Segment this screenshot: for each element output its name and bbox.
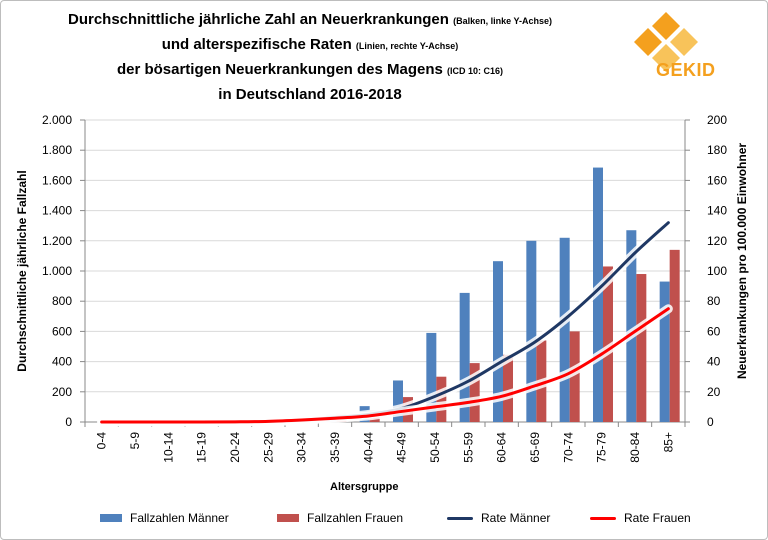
legend-item-women-rate: Rate Frauen bbox=[590, 511, 691, 525]
bar-women bbox=[636, 274, 647, 422]
x-tick-label: 50-54 bbox=[428, 432, 442, 463]
legend-item-men-rate: Rate Männer bbox=[447, 511, 550, 525]
bar-men bbox=[626, 230, 637, 422]
y-tick-label-right: 160 bbox=[707, 173, 727, 187]
x-tick-label: 25-29 bbox=[261, 432, 275, 463]
title-line-2: und alterspezifische Raten (Linien, rech… bbox=[161, 36, 459, 53]
x-tick-label: 45-49 bbox=[395, 432, 409, 463]
x-tick-label: 85+ bbox=[661, 432, 675, 452]
y-tick-label-left: 1.000 bbox=[42, 264, 72, 278]
x-tick-label: 0-4 bbox=[95, 432, 109, 450]
x-axis-title: Altersgruppe bbox=[330, 481, 399, 493]
y-tick-label-right: 0 bbox=[707, 415, 714, 429]
y-tick-label-left: 600 bbox=[52, 324, 72, 338]
x-tick-label: 60-64 bbox=[495, 432, 509, 463]
x-tick-label: 65-69 bbox=[528, 432, 542, 463]
y-axis-left-title: Durchschnittliche jährliche Fallzahl bbox=[15, 170, 29, 372]
bar-women bbox=[603, 266, 613, 422]
y-tick-label-right: 20 bbox=[707, 385, 721, 399]
y-tick-label-right: 60 bbox=[707, 324, 721, 338]
x-tick-label: 10-14 bbox=[161, 432, 175, 463]
y-tick-label-left: 1.600 bbox=[42, 173, 72, 187]
x-tick-label: 75-79 bbox=[595, 432, 609, 463]
bar-men bbox=[493, 261, 503, 422]
y-tick-label-right: 80 bbox=[707, 294, 721, 308]
y-tick-label-right: 200 bbox=[707, 113, 727, 127]
legend-item-men-bars: Fallzahlen Männer bbox=[100, 511, 229, 525]
logo-text: GEKID bbox=[656, 60, 716, 80]
x-tick-label: 15-19 bbox=[195, 432, 209, 463]
x-tick-label: 80-84 bbox=[628, 432, 642, 463]
x-tick-label: 70-74 bbox=[561, 432, 575, 463]
x-tick-label: 30-34 bbox=[295, 432, 309, 463]
bar-men bbox=[559, 237, 570, 422]
y-tick-label-left: 400 bbox=[52, 355, 72, 369]
y-tick-label-right: 120 bbox=[707, 234, 727, 248]
line-women-rate bbox=[100, 307, 670, 424]
y-tick-label-left: 0 bbox=[65, 415, 72, 429]
y-tick-label-right: 140 bbox=[707, 204, 727, 218]
bar-women bbox=[503, 354, 513, 422]
title-line-1: Durchschnittliche jährliche Zahl an Neue… bbox=[68, 11, 552, 28]
x-tick-label: 55-59 bbox=[461, 432, 475, 463]
bar-women bbox=[469, 363, 480, 422]
y-tick-label-right: 180 bbox=[707, 143, 727, 157]
gekid-logo-icon bbox=[634, 12, 698, 72]
legend-swatch-women-bars bbox=[277, 514, 299, 522]
bar-men bbox=[659, 281, 670, 422]
bar-women bbox=[436, 376, 447, 422]
bar-women bbox=[669, 249, 680, 422]
x-tick-label: 35-39 bbox=[328, 432, 342, 463]
bar-women bbox=[569, 331, 580, 422]
x-tick-label: 20-24 bbox=[228, 432, 242, 463]
y-tick-label-left: 1.800 bbox=[42, 143, 72, 157]
y-tick-label-left: 2.000 bbox=[42, 113, 72, 127]
y-tick-label-left: 1.200 bbox=[42, 234, 72, 248]
y-tick-label-right: 40 bbox=[707, 355, 721, 369]
x-tick-label: 40-44 bbox=[361, 432, 375, 463]
legend-swatch-men-bars bbox=[100, 514, 122, 522]
y-tick-label-left: 1.400 bbox=[42, 204, 72, 218]
bar-men bbox=[393, 380, 403, 422]
bar-men bbox=[426, 332, 437, 422]
y-tick-label-left: 200 bbox=[52, 385, 72, 399]
y-axis-right-title: Neuerkrankungen pro 100.000 Einwohner bbox=[735, 142, 749, 380]
bar-men bbox=[526, 240, 537, 422]
y-tick-label-left: 800 bbox=[52, 294, 72, 308]
title-line-4: in Deutschland 2016-2018 bbox=[218, 86, 402, 103]
legend: Fallzahlen Männer Fallzahlen Frauen Rate… bbox=[0, 511, 768, 531]
y-tick-label-right: 100 bbox=[707, 264, 727, 278]
bar-men bbox=[459, 292, 470, 422]
legend-swatch-men-rate bbox=[447, 516, 473, 520]
title-line-3: der bösartigen Neuerkrankungen des Magen… bbox=[116, 61, 504, 78]
legend-swatch-women-rate bbox=[590, 516, 616, 520]
legend-item-women-bars: Fallzahlen Frauen bbox=[277, 511, 403, 525]
x-tick-label: 5-9 bbox=[128, 432, 142, 450]
chart-title: Durchschnittliche jährliche Zahl an Neue… bbox=[30, 8, 590, 106]
